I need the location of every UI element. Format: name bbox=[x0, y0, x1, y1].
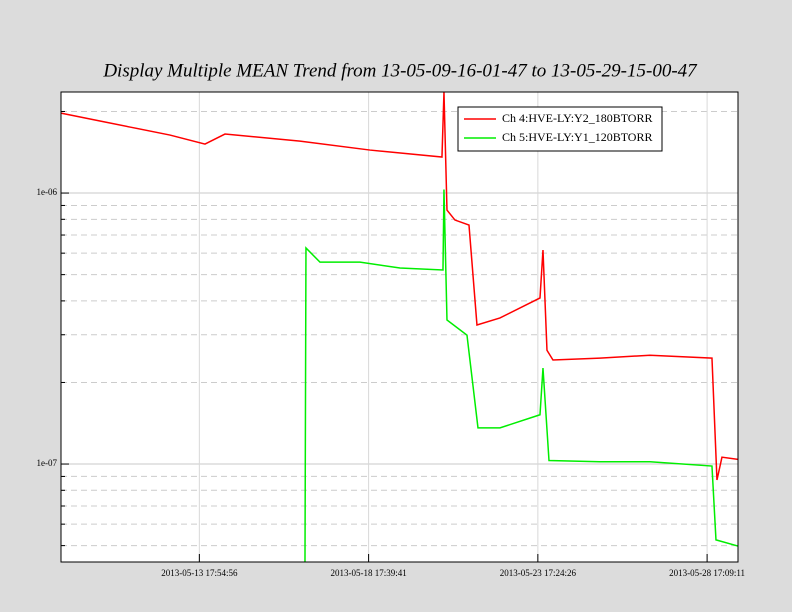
legend-label: Ch 5:HVE-LY:Y1_120BTORR bbox=[502, 130, 652, 144]
legend-label: Ch 4:HVE-LY:Y2_180BTORR bbox=[502, 111, 652, 125]
plot-frame bbox=[60, 91, 739, 563]
y-tick-label: 1e-07 bbox=[37, 458, 58, 468]
series-line bbox=[60, 91, 739, 481]
x-tick-label: 2013-05-28 17:09:11 bbox=[669, 568, 745, 578]
series-line bbox=[304, 189, 739, 563]
grid bbox=[61, 92, 738, 562]
x-tick-label: 2013-05-18 17:39:41 bbox=[330, 568, 406, 578]
plot-area bbox=[61, 92, 738, 562]
legend: Ch 4:HVE-LY:Y2_180BTORR Ch 5:HVE-LY:Y1_12… bbox=[457, 106, 663, 152]
x-tick-label: 2013-05-13 17:54:56 bbox=[161, 568, 238, 578]
legend-box bbox=[457, 106, 663, 152]
x-tick-label: 2013-05-23 17:24:26 bbox=[500, 568, 577, 578]
y-tick-label: 1e-06 bbox=[37, 187, 58, 197]
chart-title: Display Multiple MEAN Trend from 13-05-0… bbox=[102, 60, 698, 81]
lines bbox=[60, 91, 739, 563]
